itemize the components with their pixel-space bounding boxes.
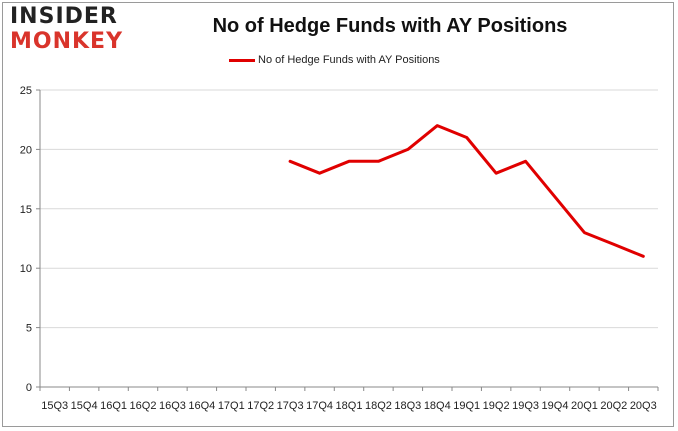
x-tick-label: 19Q3 bbox=[512, 400, 539, 412]
x-tick-label: 20Q1 bbox=[571, 400, 598, 412]
x-tick-label: 15Q4 bbox=[71, 400, 98, 412]
y-tick-label: 20 bbox=[20, 144, 32, 156]
x-tick-label: 18Q1 bbox=[336, 400, 363, 412]
y-tick-label: 10 bbox=[20, 263, 32, 275]
logo-line-1: INSIDER bbox=[10, 4, 118, 29]
chart-frame bbox=[2, 2, 674, 427]
x-tick-label: 19Q2 bbox=[483, 400, 510, 412]
y-tick-label: 25 bbox=[20, 85, 32, 97]
series-layer bbox=[288, 124, 645, 258]
x-tick-label: 19Q1 bbox=[453, 400, 480, 412]
y-tick-label: 15 bbox=[20, 204, 32, 216]
x-tick-label: 16Q3 bbox=[159, 400, 186, 412]
x-tick-label: 15Q3 bbox=[41, 400, 68, 412]
x-tick-label: 16Q1 bbox=[100, 400, 127, 412]
x-tick-label: 16Q2 bbox=[130, 400, 157, 412]
legend-label: No of Hedge Funds with AY Positions bbox=[258, 54, 440, 67]
x-tick-label: 18Q2 bbox=[365, 400, 392, 412]
x-tick-labels: 15Q3 15Q4 16Q1 16Q2 16Q3 16Q4 17Q1 17Q2 17Q3 17Q4… bbox=[41, 400, 656, 412]
x-tick-label: 17Q1 bbox=[218, 400, 245, 412]
axes bbox=[36, 89, 659, 391]
y-tick-labels: 0 5 10 15 20 25 bbox=[20, 85, 32, 394]
chart-title: No of Hedge Funds with AY Positions bbox=[212, 15, 568, 37]
chart-legend: No of Hedge Funds with AY Positions bbox=[229, 54, 440, 70]
x-tick-label: 17Q4 bbox=[306, 400, 333, 412]
logo-line-2: MONKEY bbox=[10, 29, 124, 54]
y-tick-label: 5 bbox=[26, 323, 32, 335]
x-tick-label: 18Q4 bbox=[424, 400, 451, 412]
x-tick-label: 18Q3 bbox=[394, 400, 421, 412]
insider-monkey-logo: INSIDER MONKEY bbox=[10, 6, 128, 56]
x-tick-label: 17Q2 bbox=[247, 400, 274, 412]
grid-lines bbox=[40, 89, 658, 329]
legend-swatch bbox=[229, 58, 255, 62]
x-tick-label: 20Q2 bbox=[600, 400, 627, 412]
x-tick-label: 17Q3 bbox=[277, 400, 304, 412]
x-tick-label: 16Q4 bbox=[188, 400, 215, 412]
x-tick-label: 20Q3 bbox=[630, 400, 657, 412]
series-line bbox=[288, 124, 645, 258]
y-tick-label: 0 bbox=[26, 382, 32, 394]
x-tick-label: 19Q4 bbox=[542, 400, 569, 412]
